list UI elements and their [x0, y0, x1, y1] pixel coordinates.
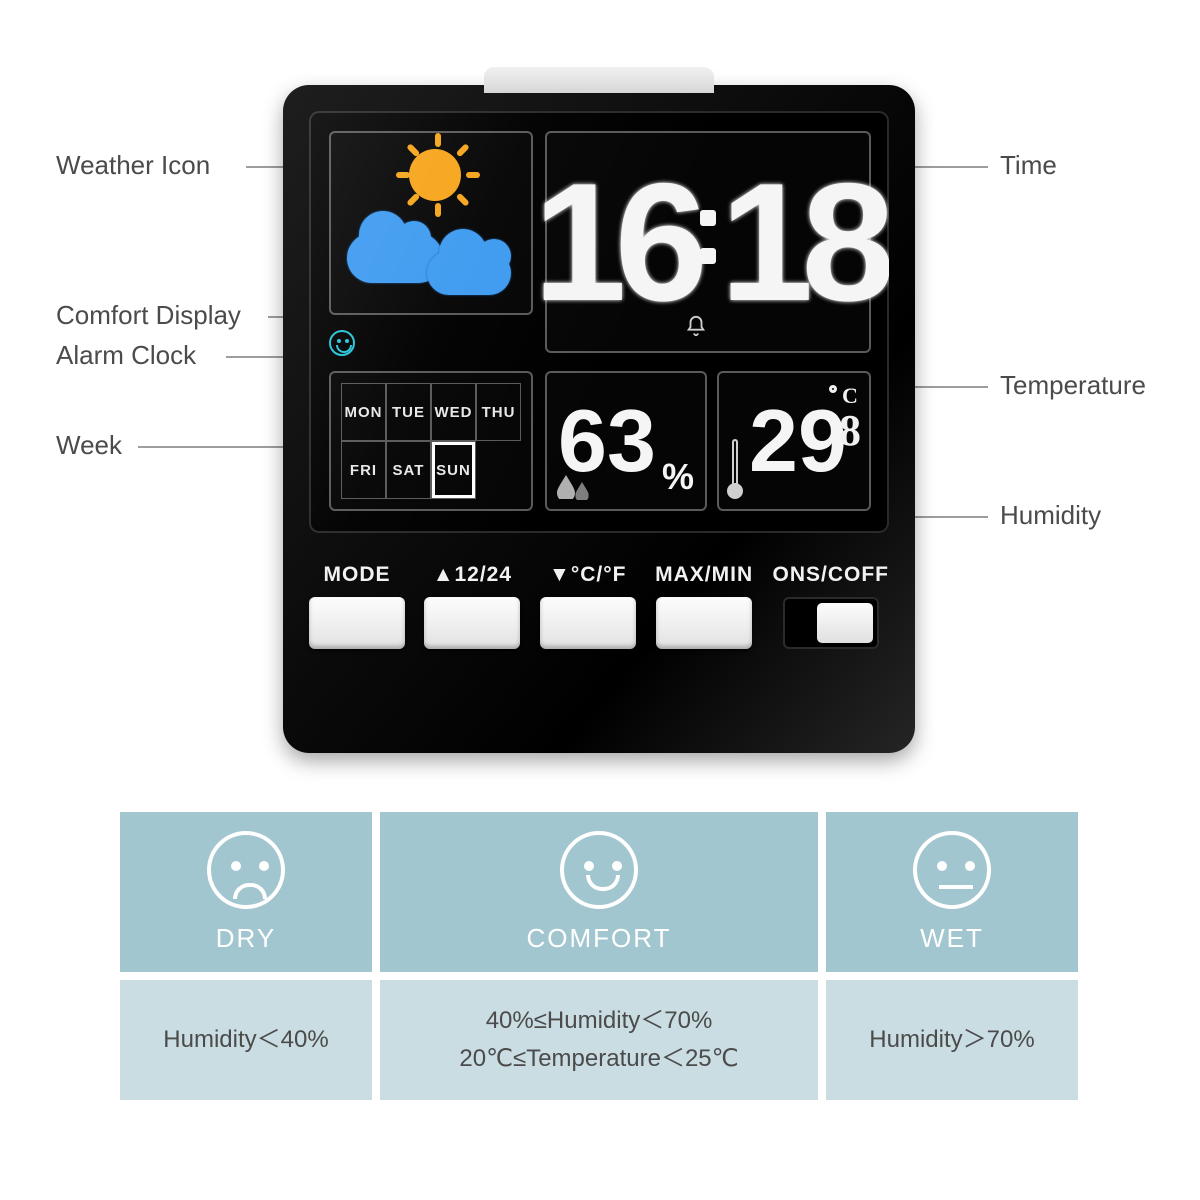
callout-week: Week [56, 430, 122, 461]
weekday-cell: TUE [386, 383, 431, 441]
colon-icon [700, 210, 716, 264]
sad-face-icon [207, 831, 285, 909]
callout-time: Time [1000, 150, 1057, 181]
humidity-panel: 63 % [545, 371, 707, 511]
comfort-title: WET [920, 923, 984, 954]
weekday-cell: MON [341, 383, 386, 441]
cloud-icon [427, 251, 511, 295]
time-hours: 16 [533, 158, 696, 326]
temperature-panel: 29 C 8 [717, 371, 871, 511]
humidity-unit: % [662, 459, 694, 495]
alarm-bell-icon [685, 315, 707, 343]
callout-humidity: Humidity [1000, 500, 1101, 531]
neutral-face-icon [913, 831, 991, 909]
button-row: MODE ▲12/24 ▼°C/°F MAX/MIN ONS/COFF [309, 563, 889, 649]
comfort-title: DRY [216, 923, 276, 954]
weather-station-device: 16 18 MON TUE WED THU FRI SAT SUN [283, 85, 915, 753]
mode-button[interactable] [309, 597, 405, 649]
humidity-value: 63 [558, 397, 656, 485]
sun-icon [409, 149, 461, 201]
temperature-unit: C 8 [839, 385, 861, 453]
btn-label: MAX/MIN [655, 563, 753, 587]
lcd-screen: 16 18 MON TUE WED THU FRI SAT SUN [309, 111, 889, 533]
button-1224: ▲12/24 [424, 563, 520, 649]
humidity-readout: 63 % [547, 373, 705, 509]
button-mode: MODE [309, 563, 405, 649]
callout-temperature: Temperature [1000, 370, 1146, 401]
weather-panel [329, 131, 533, 315]
button-maxmin: MAX/MIN [655, 563, 753, 649]
button-onoff: ONS/COFF [773, 563, 890, 649]
btn-label: ▼°C/°F [549, 563, 626, 587]
smile-icon [329, 330, 355, 356]
weekday-cell: THU [476, 383, 521, 441]
onoff-switch[interactable] [783, 597, 879, 649]
happy-face-icon [560, 831, 638, 909]
comfort-title: COMFORT [527, 923, 672, 954]
comfort-head-dry: DRY [120, 812, 372, 972]
temp-unit-letter: C [839, 385, 861, 407]
btn-label: ▲12/24 [433, 563, 512, 587]
comfort-head-comfort: COMFORT [380, 812, 818, 972]
device-top-ridge [484, 67, 714, 93]
1224-button[interactable] [424, 597, 520, 649]
weekday-cell-selected: SUN [431, 441, 476, 499]
week-panel: MON TUE WED THU FRI SAT SUN [329, 371, 533, 511]
temp-decimal: 8 [839, 409, 861, 453]
weekday-cell: FRI [341, 441, 386, 499]
btn-label: ONS/COFF [773, 563, 890, 587]
comfort-table: DRY COMFORT WET Humidity＜40% 40%≤Humidit… [120, 812, 1080, 1100]
time-minutes: 18 [720, 158, 883, 326]
button-cf: ▼°C/°F [540, 563, 636, 649]
time-readout: 16 18 [547, 133, 869, 351]
week-grid: MON TUE WED THU FRI SAT SUN [341, 383, 521, 499]
callout-weather: Weather Icon [56, 150, 210, 181]
weekday-cell: WED [431, 383, 476, 441]
temperature-value: 29 [749, 397, 847, 485]
time-panel: 16 18 [545, 131, 871, 353]
comfort-cond-wet: Humidity＞70% [826, 980, 1078, 1100]
weekday-cell: SAT [386, 441, 431, 499]
comfort-indicator [329, 325, 533, 361]
comfort-head-wet: WET [826, 812, 1078, 972]
comfort-cond-comfort: 40%≤Humidity＜70% 20℃≤Temperature＜25℃ [380, 980, 818, 1100]
btn-label: MODE [324, 563, 391, 587]
weekday-cell [476, 441, 521, 499]
maxmin-button[interactable] [656, 597, 752, 649]
callout-alarm: Alarm Clock [56, 340, 196, 371]
callout-comfort: Comfort Display [56, 300, 241, 331]
comfort-cond-dry: Humidity＜40% [120, 980, 372, 1100]
cf-button[interactable] [540, 597, 636, 649]
